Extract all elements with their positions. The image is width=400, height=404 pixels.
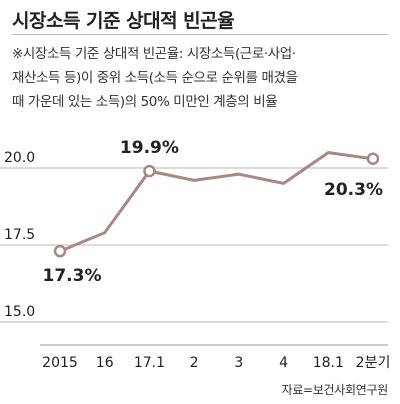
data-label: 19.9% — [120, 138, 179, 158]
series-line — [59, 151, 374, 253]
x-tick-label: 16 — [96, 355, 114, 371]
note-line-2: 재산소득 등)이 중위 소득(소득 순으로 순위를 매겼을 — [12, 70, 298, 86]
title-divider — [12, 34, 388, 35]
data-point-marker — [53, 244, 67, 258]
data-labels: 17.3% 19.9% 20.3% — [43, 138, 383, 286]
definition-note: ※시장소득 기준 상대적 빈곤율: 시장소득(근로·사업· 재산소득 등)이 중… — [12, 42, 392, 114]
x-tick-label: 2 — [190, 355, 199, 371]
x-tick-label: 2분기 — [356, 355, 391, 371]
y-tick-label: 15.0 — [4, 304, 35, 320]
chart-title: 시장소득 기준 상대적 빈곤율 — [12, 10, 235, 32]
data-label: 17.3% — [43, 266, 102, 286]
data-point-marker — [143, 164, 156, 178]
data-label: 20.3% — [324, 180, 383, 200]
y-tick-label: 20.0 — [4, 150, 35, 166]
x-axis-ticks: 2015 16 17.1 2 3 4 18.1 2분기 — [42, 355, 390, 371]
series — [59, 151, 374, 253]
gridlines — [0, 167, 388, 346]
x-tick-label: 4 — [279, 355, 288, 371]
source-credit: 자료=보건사회연구원 — [281, 383, 389, 397]
x-tick-label: 2015 — [42, 355, 78, 371]
y-axis-ticks: 20.0 17.5 15.0 — [4, 150, 35, 320]
x-tick-label: 3 — [234, 355, 243, 371]
note-line-1: ※시장소득 기준 상대적 빈곤율: 시장소득(근로·사업· — [12, 46, 296, 62]
y-tick-label: 17.5 — [4, 227, 35, 243]
markers — [53, 152, 380, 258]
data-point-marker — [366, 152, 380, 166]
x-tick-label: 17.1 — [134, 355, 165, 371]
note-line-3: 때 가운데 있는 소득)의 50% 미만인 계층의 비율 — [12, 94, 278, 110]
x-tick-label: 18.1 — [313, 355, 344, 371]
